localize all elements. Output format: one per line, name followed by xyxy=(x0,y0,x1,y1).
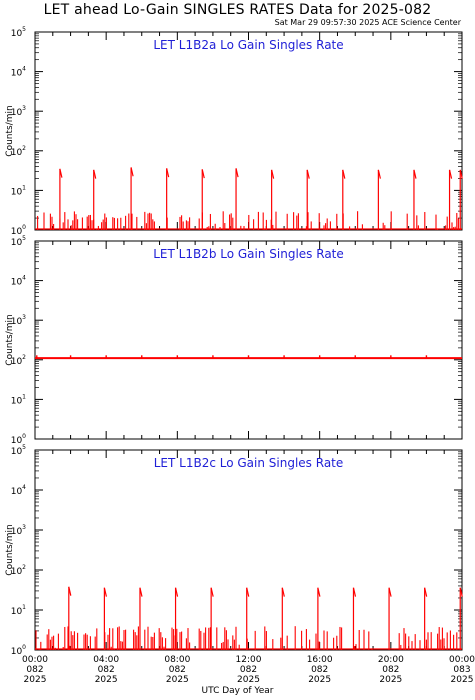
chart-main-title: LET ahead Lo-Gain SINGLES RATES Data for… xyxy=(43,2,432,18)
spike-tail xyxy=(174,587,179,597)
spike-tail xyxy=(246,587,250,597)
spike-tail xyxy=(59,168,63,178)
x-tick-time: 00:00 xyxy=(449,655,475,665)
y-tick-label: 104 xyxy=(11,484,26,497)
x-tick-time: 04:00 xyxy=(93,655,119,665)
panel-1: 100 101 102 103 104 105 Counts/min LET L1B2a Lo… xyxy=(5,26,463,237)
generation-timestamp: Sat Mar 29 09:57:30 2025 ACE Science Cen… xyxy=(274,18,461,27)
panel-title: LET L1B2c Lo Gain Singles Rate xyxy=(154,456,344,470)
spike-tail xyxy=(235,168,239,178)
panel-frame xyxy=(34,240,463,440)
y-tick-label: 100 xyxy=(11,433,26,446)
y-axis-label: Counts/min xyxy=(5,105,15,156)
data-series xyxy=(35,355,462,360)
data-series xyxy=(35,586,463,650)
x-tick-doy: 083 xyxy=(453,665,470,675)
y-tick-label: 105 xyxy=(11,26,26,39)
spike-tail xyxy=(281,587,285,597)
panel-title: LET L1B2b Lo Gain Singles Rate xyxy=(153,247,344,261)
spike-tail xyxy=(388,587,392,597)
spike-tail xyxy=(201,169,205,179)
y-tick-label: 100 xyxy=(11,224,26,237)
spike-tail xyxy=(271,169,275,179)
spike-tail xyxy=(139,587,143,597)
x-tick-time: 16:00 xyxy=(307,655,333,665)
x-tick-year: 2025 xyxy=(95,675,118,685)
x-tick-doy: 082 xyxy=(98,665,115,675)
spike-tail xyxy=(459,169,463,179)
x-tick-doy: 082 xyxy=(311,665,328,675)
panel-title: LET L1B2a Lo Gain Singles Rate xyxy=(153,38,343,52)
y-tick-label: 101 xyxy=(11,604,26,617)
x-tick-doy: 082 xyxy=(169,665,186,675)
y-tick-label: 102 xyxy=(11,564,26,577)
y-tick-label: 105 xyxy=(11,444,26,457)
spike-tail xyxy=(459,587,463,597)
x-tick-year: 2025 xyxy=(308,675,331,685)
panel-2: 100 101 102 103 104 105 Counts/min LET L1B2b Lo… xyxy=(5,235,463,446)
spike-tail xyxy=(210,587,214,597)
spike-tail xyxy=(166,168,170,178)
y-tick-label: 105 xyxy=(11,235,26,248)
x-tick-year: 2025 xyxy=(24,675,47,685)
spike-tail xyxy=(377,169,381,179)
x-tick-time: 12:00 xyxy=(236,655,262,665)
spike-tail xyxy=(352,587,357,597)
x-tick-doy: 082 xyxy=(26,665,43,675)
y-tick-label: 102 xyxy=(11,354,26,367)
x-tick-year: 2025 xyxy=(451,675,474,685)
x-tick-year: 2025 xyxy=(237,675,260,685)
spike-tail xyxy=(317,587,321,597)
spike-tail xyxy=(130,167,134,177)
y-tick-label: 101 xyxy=(11,184,26,197)
y-tick-label: 104 xyxy=(11,66,26,79)
spike-tail xyxy=(342,169,346,179)
x-tick-doy: 082 xyxy=(382,665,399,675)
panel-3: 100 101 102 103 104 105 Counts/min LET L1B2c Lo… xyxy=(5,444,463,657)
x-tick-year: 2025 xyxy=(166,675,189,685)
y-tick-label: 103 xyxy=(11,314,26,327)
x-axis-title: UTC Day of Year xyxy=(201,686,274,696)
spike-tail xyxy=(424,587,428,597)
panel-frame xyxy=(34,449,463,651)
x-tick-time: 20:00 xyxy=(378,655,404,665)
y-tick-label: 102 xyxy=(11,145,26,158)
data-series xyxy=(35,167,463,230)
x-tick-doy: 082 xyxy=(240,665,257,675)
spike-tail xyxy=(93,169,97,179)
spike-tail xyxy=(103,587,107,597)
panel-frame xyxy=(34,31,463,231)
x-tick-year: 2025 xyxy=(379,675,402,685)
spike-tail xyxy=(306,169,310,179)
y-axis-label: Counts/min xyxy=(5,524,15,575)
spike-tail xyxy=(448,169,453,179)
y-tick-label: 100 xyxy=(11,644,26,657)
x-tick-time: 08:00 xyxy=(164,655,190,665)
spike-tail xyxy=(68,586,72,596)
spike-tail xyxy=(413,169,417,179)
y-axis-label: Counts/min xyxy=(5,314,15,365)
y-tick-label: 101 xyxy=(11,393,26,406)
x-tick-time: 00:00 xyxy=(22,655,48,665)
y-tick-label: 104 xyxy=(11,275,26,288)
y-tick-label: 103 xyxy=(11,105,26,118)
y-tick-label: 103 xyxy=(11,524,26,537)
